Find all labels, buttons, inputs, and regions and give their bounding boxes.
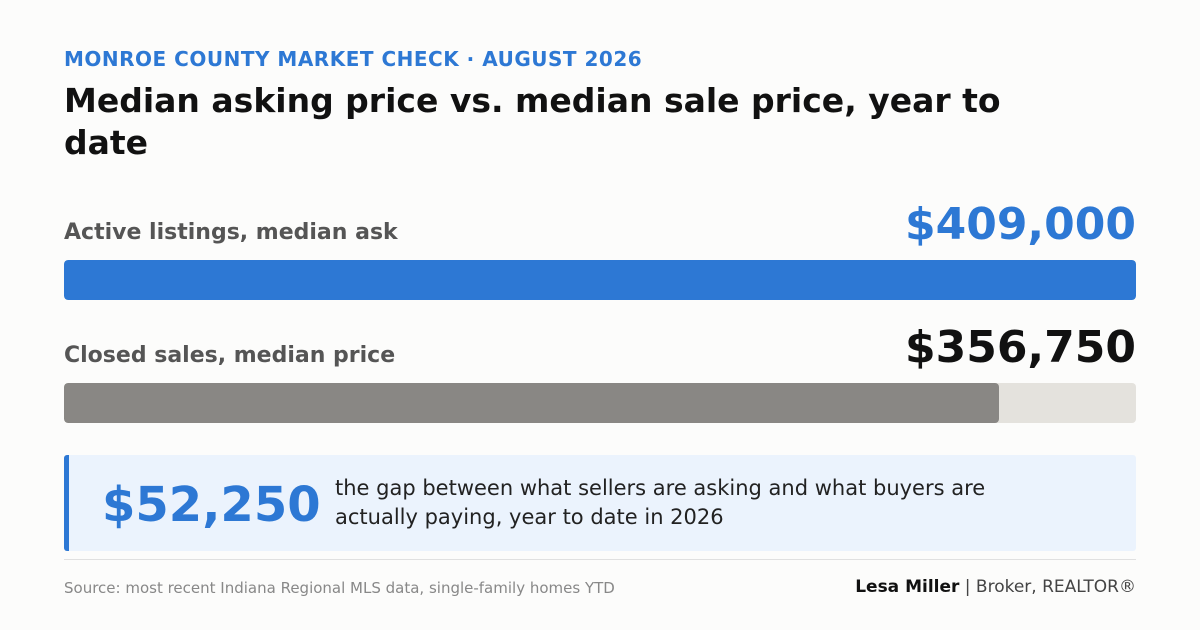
divider <box>64 559 1136 560</box>
bar-row: Closed sales, median price $356,750 <box>64 313 1136 423</box>
bar-track <box>64 383 1136 423</box>
source: Source: most recent Indiana Regional MLS… <box>64 579 615 597</box>
role: | Broker, REALTOR® <box>964 577 1136 597</box>
category-label: Active listings, median ask <box>64 220 398 245</box>
value-label: $356,750 <box>904 322 1136 373</box>
signature: Lesa Miller | Broker, REALTOR® <box>855 577 1136 597</box>
chart-title: Median asking price vs. median sale pric… <box>64 81 1001 162</box>
category-label: Closed sales, median price <box>64 343 396 368</box>
value-label: $409,000 <box>904 199 1136 250</box>
author: Lesa Miller <box>855 577 960 597</box>
bar <box>64 260 1136 300</box>
callout-text: the gap between what sellers are asking … <box>335 476 986 529</box>
kicker: MONROE COUNTY MARKET CHECK · AUGUST 2026 <box>64 47 643 71</box>
bar-track <box>64 260 1136 300</box>
bar-row: Active listings, median ask $409,000 <box>64 190 1136 300</box>
callout-value: $52,250 <box>102 477 321 533</box>
callout: $52,250 the gap between what sellers are… <box>64 455 1136 551</box>
bar <box>64 383 1000 423</box>
